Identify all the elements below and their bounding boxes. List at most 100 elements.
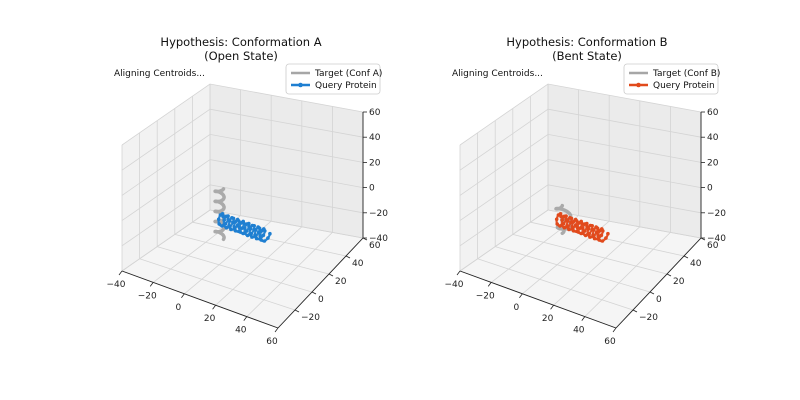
legend-label-target: Target (Conf B) xyxy=(652,69,720,79)
gridline-floor-y xyxy=(512,234,668,275)
x-tick-label: 0 xyxy=(176,303,182,313)
z-tick-label: −40 xyxy=(369,234,388,244)
series-point-query xyxy=(232,224,236,229)
series-point-query xyxy=(216,217,221,222)
series-line-target xyxy=(213,187,226,242)
x-tick-label: 60 xyxy=(604,337,616,347)
left-pane xyxy=(460,84,548,271)
series-point-query xyxy=(258,233,263,238)
series-point-query xyxy=(254,228,258,232)
z-tick-label: 40 xyxy=(707,133,719,143)
series-point-query xyxy=(597,238,601,242)
x-tick xyxy=(550,304,554,310)
z-tick-label: −40 xyxy=(707,234,726,244)
z-tick-label: 20 xyxy=(369,158,381,168)
x-tick xyxy=(118,270,123,276)
legend-label-query: Query Protein xyxy=(315,81,377,91)
series-point-query xyxy=(567,227,571,232)
series-point-query xyxy=(233,229,238,233)
gridline-floor-y xyxy=(477,258,634,311)
legend-marker-query xyxy=(298,82,303,88)
y-tick-label: 0 xyxy=(656,295,662,305)
y-tick xyxy=(666,273,672,277)
series-point-query xyxy=(570,224,574,229)
series-point-query xyxy=(222,218,226,222)
series-point-query xyxy=(599,233,604,237)
series-point-query xyxy=(560,218,564,222)
series-point-query xyxy=(259,238,264,242)
series-point-query xyxy=(256,225,260,229)
series-point-query xyxy=(588,223,593,228)
x-axis-line xyxy=(459,270,617,329)
series-point-query xyxy=(224,225,229,230)
series-point-query xyxy=(592,228,596,232)
z-tick-label: 0 xyxy=(707,184,713,194)
series-point-query xyxy=(222,223,226,227)
series-point-query xyxy=(596,233,600,238)
series-point-query xyxy=(261,233,266,237)
gridline-z xyxy=(121,83,364,146)
series-point-query xyxy=(262,239,267,243)
floor-pane xyxy=(460,210,701,328)
chart-title: Hypothesis: Conformation A xyxy=(160,35,321,49)
x-tick-label: 40 xyxy=(573,326,585,336)
x-tick-label: −40 xyxy=(445,280,464,290)
series-point-query xyxy=(248,232,252,236)
series-point-query xyxy=(597,229,602,233)
series-point-query xyxy=(217,222,221,226)
panel-conformation-b: −40−200204060−200204060−40−200204060Hypo… xyxy=(445,35,727,347)
gridline-floor-x xyxy=(215,226,303,306)
y-tick xyxy=(311,291,317,295)
gridline-floor-y xyxy=(174,234,330,275)
left-pane xyxy=(122,84,210,271)
y-tick-label: 20 xyxy=(335,277,347,287)
series-point-query xyxy=(250,235,254,239)
series-point-query xyxy=(254,236,259,241)
series-point-query xyxy=(237,225,242,230)
series-point-query xyxy=(268,231,272,236)
gridline-floor-y xyxy=(157,246,313,293)
x-tick xyxy=(243,316,248,321)
z-tick-label: 60 xyxy=(369,108,381,118)
gridline-floor-y xyxy=(209,209,364,239)
gridline-floor-x xyxy=(184,220,272,295)
series-point-query xyxy=(230,216,234,220)
series-point-query xyxy=(592,236,597,241)
series-point-query xyxy=(227,224,231,228)
z-tick-label: −20 xyxy=(369,209,388,219)
z-tick-label: 40 xyxy=(369,133,381,143)
x-tick-label: 40 xyxy=(235,326,247,336)
series-point-query xyxy=(560,223,564,227)
series-point-query xyxy=(594,225,598,229)
series-point-query xyxy=(575,225,580,230)
x-tick-label: 20 xyxy=(542,314,554,324)
floor-pane xyxy=(122,210,363,328)
series-point-query xyxy=(576,230,580,234)
gridline-floor-x xyxy=(584,232,671,317)
legend-box xyxy=(623,63,719,95)
series-point-query xyxy=(594,230,599,235)
series-point-query xyxy=(577,221,581,225)
y-tick-label: 60 xyxy=(707,241,719,251)
y-tick xyxy=(328,273,334,277)
series-point-query xyxy=(591,233,595,237)
gridline-z xyxy=(459,83,702,146)
chart-subtitle: (Bent State) xyxy=(552,49,622,63)
gridline-floor-x xyxy=(522,220,610,295)
series-point-query xyxy=(604,236,608,240)
y-tick xyxy=(632,309,638,313)
x-tick-label: −20 xyxy=(476,291,495,301)
annotation-text: Aligning Centroids... xyxy=(114,69,205,79)
x-tick xyxy=(581,316,586,321)
chart-title: Hypothesis: Conformation B xyxy=(506,35,667,49)
z-tick-label: −20 xyxy=(707,209,726,219)
series-point-query xyxy=(554,217,559,222)
panel-conformation-a: −40−200204060−200204060−40−200204060Hypo… xyxy=(107,35,389,347)
series-point-query xyxy=(565,219,570,223)
series-point-query xyxy=(224,214,228,219)
x-tick xyxy=(274,327,279,333)
x-tick-label: 0 xyxy=(514,303,520,313)
x-tick-label: 20 xyxy=(204,314,216,324)
legend-marker-query xyxy=(636,82,641,88)
